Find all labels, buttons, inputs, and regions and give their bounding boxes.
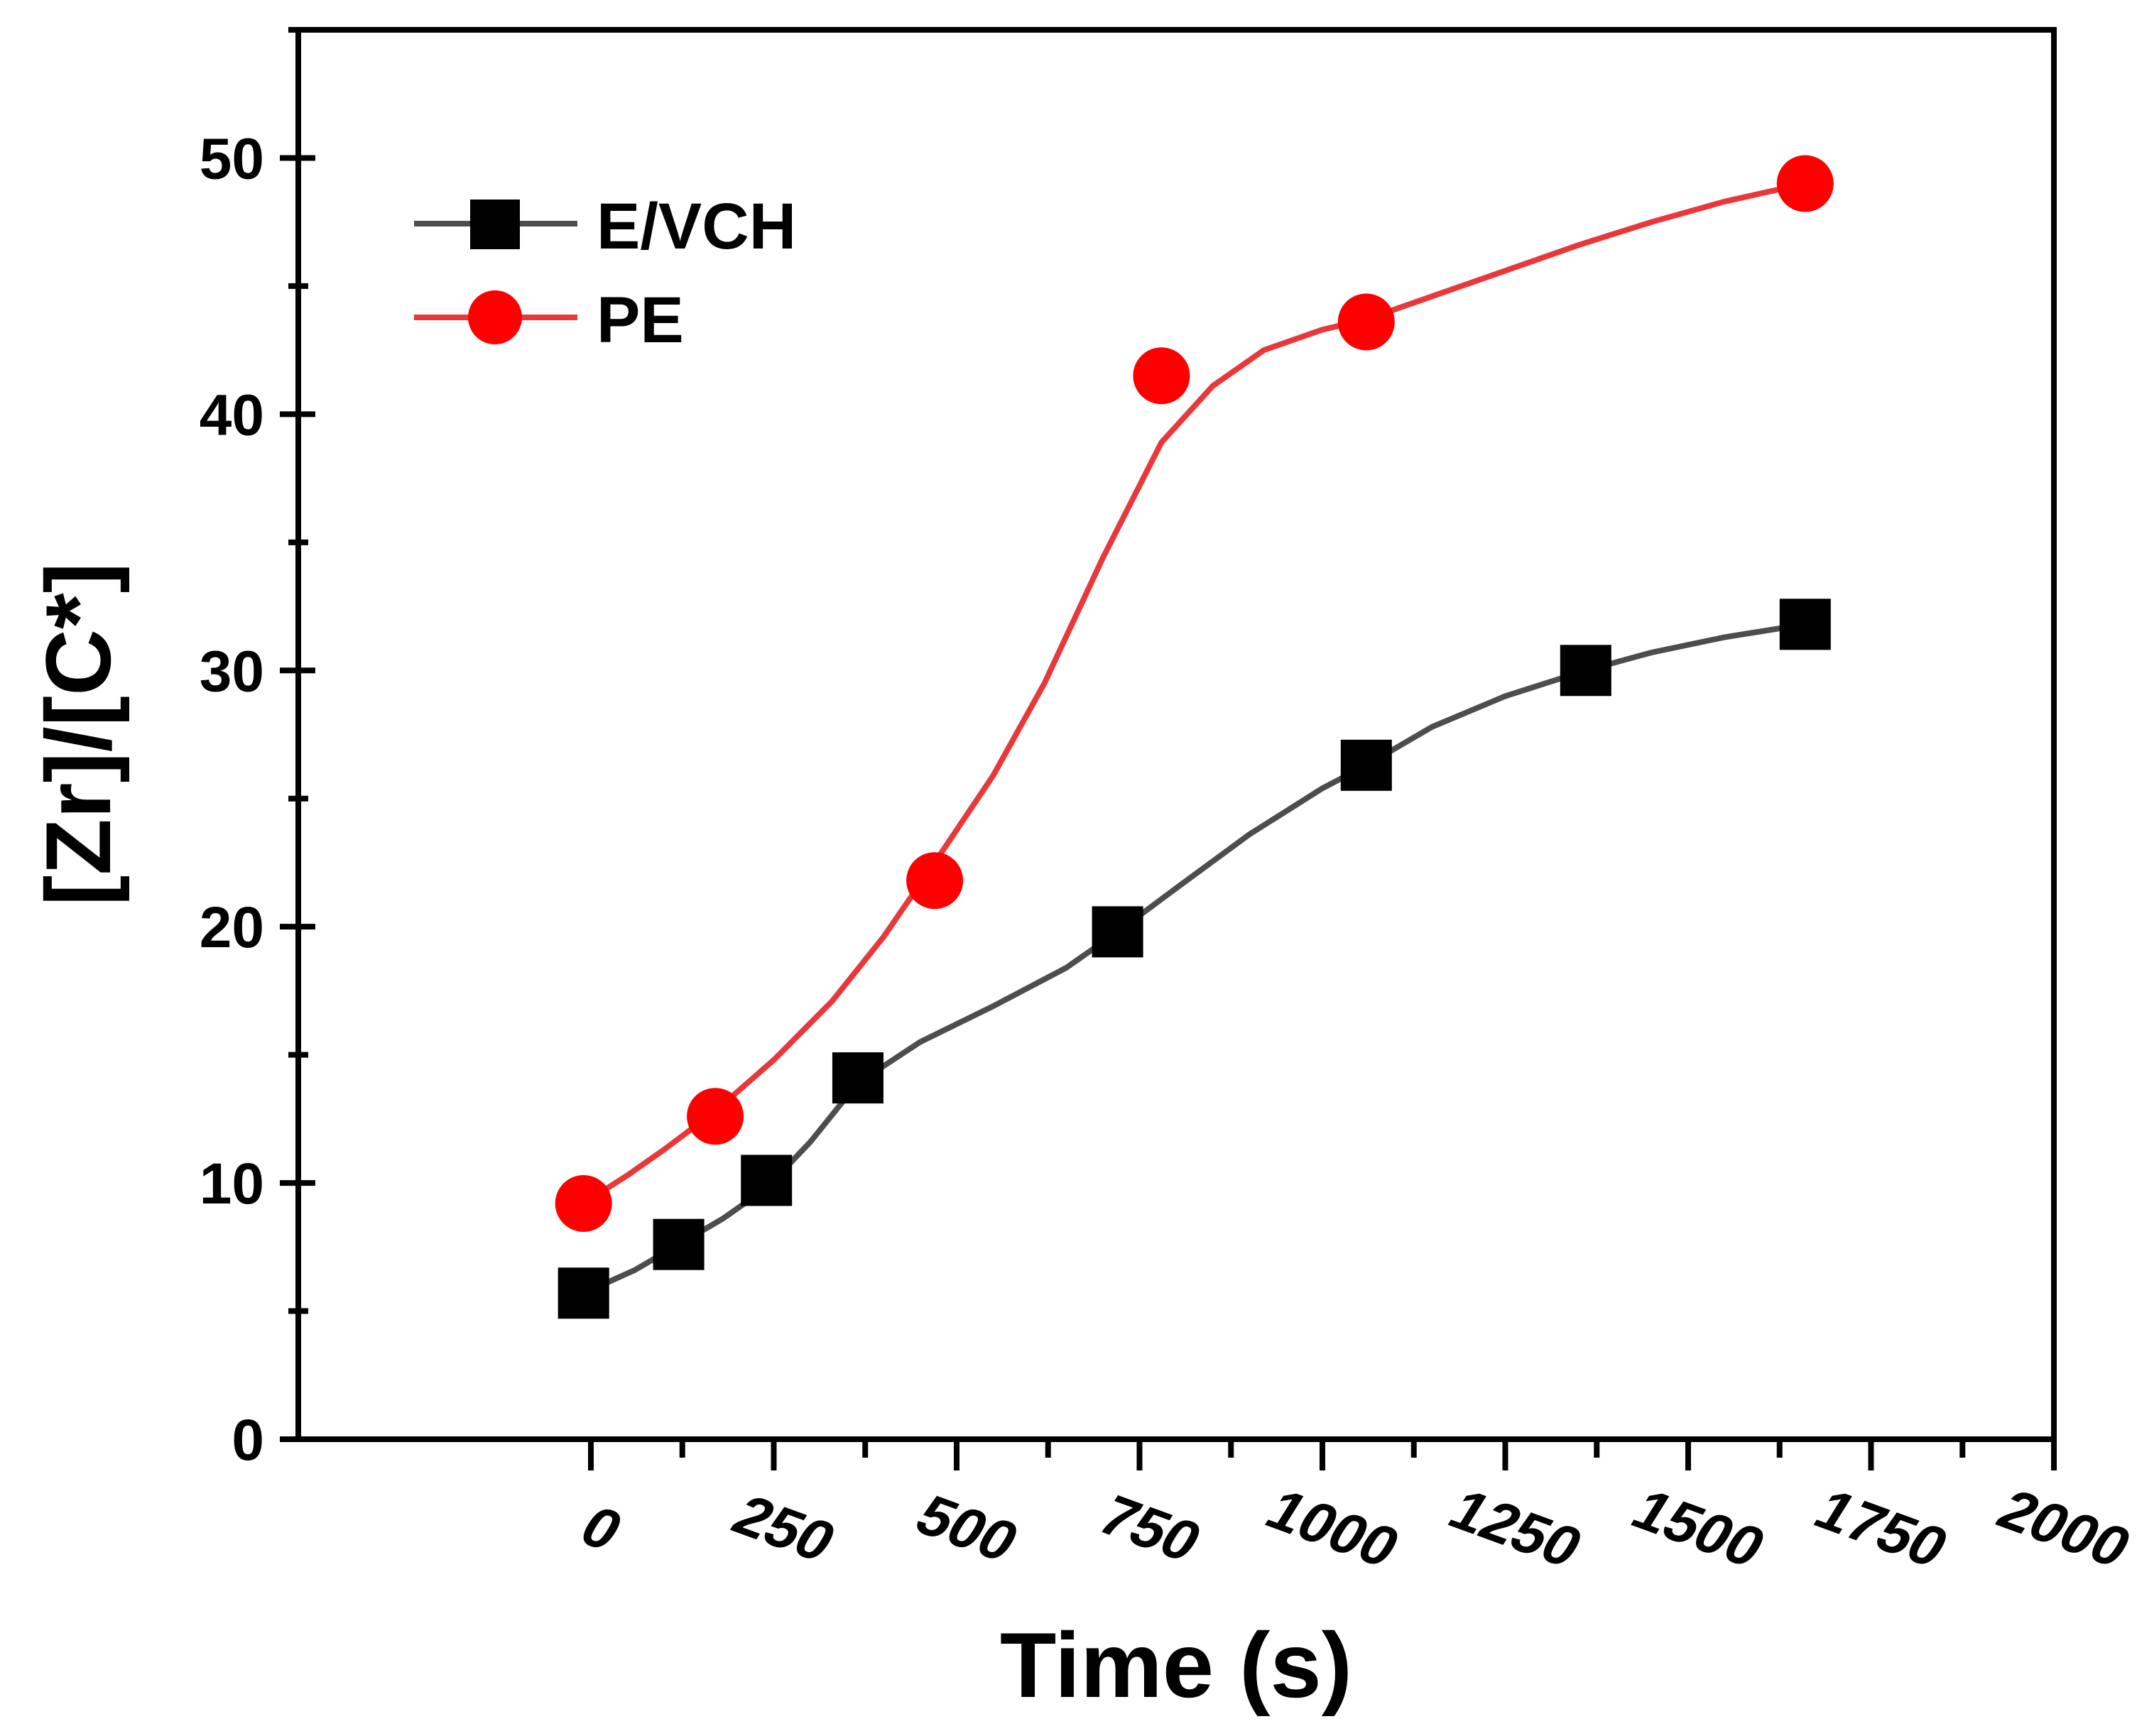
x-tick-label: 0 [569, 1495, 635, 1562]
x-tick-label: 750 [1087, 1483, 1214, 1573]
x-axis-ticks: 0 250 500 750 1000 1250 1500 1750 2000 [569, 1439, 2137, 1579]
data-point-e-vch [1092, 906, 1143, 958]
data-point-e-vch [741, 1154, 793, 1206]
data-point-e-vch [832, 1052, 883, 1104]
series-line-pe [580, 180, 1808, 1206]
series-layer [555, 155, 1834, 1319]
y-tick-label: 10 [200, 1152, 264, 1216]
legend-marker-evch [470, 200, 520, 249]
y-tick-label: 0 [232, 1408, 264, 1473]
legend-marker-pe [468, 290, 522, 344]
data-point-e-vch [653, 1218, 705, 1270]
data-point-pe [687, 1088, 744, 1145]
x-tick-label: 1250 [1437, 1478, 1594, 1579]
y-tick-label: 40 [200, 383, 264, 447]
y-tick-label: 20 [200, 895, 264, 960]
data-point-pe [906, 852, 964, 910]
legend-label-evch: E/VCH [597, 190, 796, 263]
data-point-e-vch [1560, 645, 1611, 697]
data-point-e-vch [1340, 739, 1392, 791]
data-point-pe [1337, 293, 1395, 351]
data-point-pe [1133, 347, 1190, 405]
legend: E/VCH PE [414, 190, 796, 356]
data-point-pe [1776, 155, 1834, 212]
x-tick-label: 1000 [1255, 1478, 1412, 1579]
plot-frame [295, 27, 2057, 1442]
data-point-e-vch [558, 1267, 609, 1319]
y-axis-title: [Zr]/[C*] [26, 562, 130, 906]
x-tick-label: 500 [904, 1483, 1031, 1573]
y-tick-label: 30 [200, 639, 264, 704]
x-tick-label: 1750 [1803, 1478, 1960, 1579]
x-tick-label: 2000 [1986, 1478, 2137, 1579]
legend-label-pe: PE [597, 284, 684, 356]
x-tick-label: 1500 [1621, 1478, 1778, 1579]
x-axis-title: Time (s) [1000, 1613, 1352, 1717]
data-point-pe [555, 1174, 612, 1232]
x-tick-label: 250 [722, 1483, 848, 1573]
data-point-e-vch [1779, 599, 1831, 650]
y-tick-label: 50 [200, 126, 264, 191]
y-axis-ticks: 0 10 20 30 40 50 [200, 27, 315, 1473]
